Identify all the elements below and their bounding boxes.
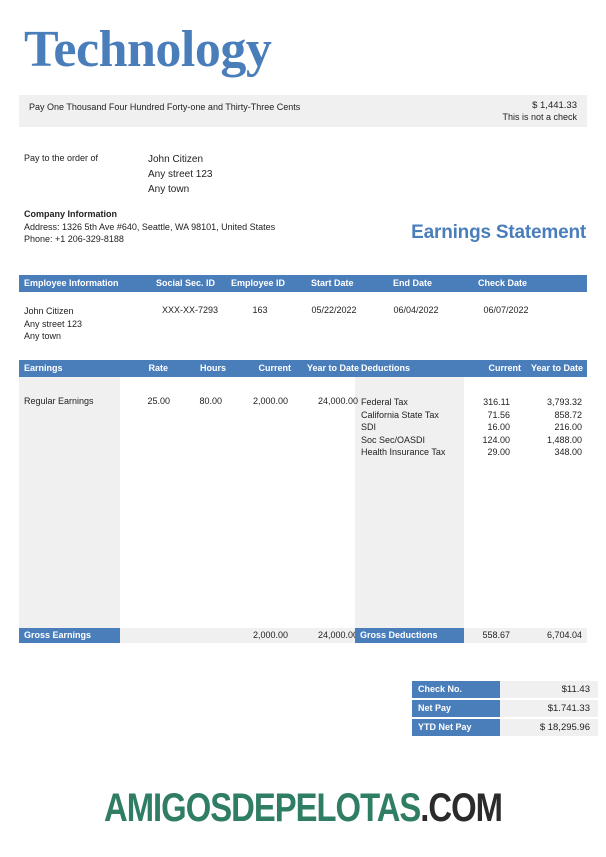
earnings-row-rate: 25.00: [147, 396, 170, 406]
deduction-row-current: 124.00: [482, 434, 510, 445]
summary-label-ytd-net-pay: YTD Net Pay: [412, 719, 500, 736]
employee-header-end-date: End Date: [393, 278, 433, 288]
deduction-row-label: California State Tax: [361, 409, 439, 420]
employee-end-date: 06/04/2022: [393, 305, 439, 315]
employee-header-social-sec-id: Social Sec. ID: [156, 278, 216, 288]
pay-to-order-label: Pay to the order of: [24, 153, 99, 163]
deduction-row-current: 71.56: [487, 409, 510, 420]
deduction-row-ytd: 1,488.00: [546, 434, 582, 445]
deduction-row-label: SDI: [361, 422, 377, 432]
company-address: Address: 1326 5th Ave #640, Seattle, WA …: [24, 221, 276, 232]
deduction-row-current: 316.11: [483, 397, 510, 407]
company-information-block: Company Information Address: 1326 5th Av…: [24, 208, 275, 246]
employee-id: 163: [252, 305, 268, 315]
not-a-check-note: This is not a check: [502, 112, 577, 122]
employee-social-sec-id: XXX-XX-7293: [161, 305, 219, 315]
deduction-row-label: Soc Sec/OASDI: [361, 434, 426, 445]
employee-header-employee-information: Employee Information: [24, 278, 119, 288]
payee-street: Any street 123: [148, 169, 213, 180]
earnings-header-hours: Hours: [199, 363, 226, 373]
deduction-row-current: 16.00: [487, 422, 510, 432]
pay-amount-bar: Pay One Thousand Four Hundred Forty-one …: [19, 95, 587, 127]
deductions-label-column: Federal Tax California State Tax SDI Soc…: [361, 396, 445, 459]
earnings-row-current: 2,000.00: [252, 396, 288, 406]
page-title: Earnings Statement: [411, 222, 586, 243]
gross-deductions-ytd: 6,704.04: [546, 630, 582, 640]
employee-info-header-row: Employee Information Social Sec. ID Empl…: [19, 275, 587, 292]
pay-amount-words: Pay One Thousand Four Hundred Forty-one …: [29, 102, 301, 112]
footer-watermark: AMIGOSDEPELOTAS.COM: [55, 786, 552, 830]
earnings-header-rate: Rate: [148, 363, 168, 373]
gross-earnings-label: Gross Earnings: [19, 628, 120, 643]
earnings-header-earnings: Earnings: [24, 363, 63, 373]
deduction-row-ytd: 3,793.32: [546, 397, 582, 407]
gross-deductions-current: 558.67: [482, 630, 510, 640]
footer-watermark-tld: .COM: [420, 786, 503, 830]
gross-earnings-strip-shading: [120, 628, 355, 643]
earnings-label-column-shading: [19, 377, 120, 628]
earnings-deductions-header-row: Earnings Rate Hours Current Year to Date…: [19, 360, 587, 377]
deduction-row-ytd: 216.00: [554, 422, 582, 432]
gross-deductions-strip-shading: [464, 628, 587, 643]
earnings-header-year-to-date: Year to Date: [306, 363, 359, 373]
employee-start-date: 05/22/2022: [311, 305, 357, 315]
summary-value-net-pay: $1.741.33: [500, 700, 598, 717]
employee-name: John Citizen: [24, 306, 74, 316]
footer-watermark-name: AMIGOSDEPELOTAS: [103, 786, 421, 830]
earnings-row-hours: 80.00: [199, 396, 222, 406]
earnings-header-deductions: Deductions: [361, 363, 411, 373]
employee-check-date: 06/07/2022: [483, 305, 529, 315]
company-phone: Phone: +1 206-329-8188: [24, 234, 124, 244]
payee-address-block: John Citizen Any street 123 Any town: [148, 152, 212, 197]
earnings-row-ytd: 24,000.00: [317, 396, 358, 406]
deductions-header-current: Current: [488, 363, 521, 373]
employee-city: Any town: [24, 331, 62, 341]
deduction-row-ytd: 348.00: [554, 447, 582, 457]
deductions-current-column: 316.11 71.56 16.00 124.00 29.00: [452, 396, 510, 459]
summary-label-check-no: Check No.: [412, 681, 500, 698]
gross-earnings-ytd: 24,000.00: [317, 630, 358, 640]
employee-header-start-date: Start Date: [311, 278, 354, 288]
deduction-row-current: 29.00: [487, 447, 510, 457]
payee-name: John Citizen: [148, 154, 204, 165]
employee-street: Any street 123: [24, 318, 83, 329]
deduction-row-label: Health Insurance Tax: [361, 447, 446, 457]
payee-city: Any town: [148, 184, 190, 195]
summary-row-ytd-net-pay: YTD Net Pay $ 18,295.96: [412, 719, 598, 736]
pay-amount-value: $ 1,441.33: [532, 100, 577, 111]
summary-row-net-pay: Net Pay $1.741.33: [412, 700, 598, 717]
company-information-title: Company Information: [24, 209, 118, 219]
gross-deductions-label: Gross Deductions: [355, 628, 464, 643]
earnings-header-current: Current: [258, 363, 291, 373]
deductions-header-year-to-date: Year to Date: [530, 363, 583, 373]
deduction-row-label: Federal Tax: [361, 397, 408, 407]
summary-value-check-no: $11.43: [500, 681, 598, 698]
deductions-ytd-column: 3,793.32 858.72 216.00 1,488.00 348.00: [516, 396, 582, 459]
deductions-label-column-shading: [355, 377, 464, 628]
deduction-row-ytd: 858.72: [554, 409, 582, 420]
summary-row-check-no: Check No. $11.43: [412, 681, 598, 698]
employee-header-employee-id: Employee ID: [231, 278, 286, 288]
earnings-row-label: Regular Earnings: [24, 396, 94, 406]
company-logo: Technology: [24, 21, 272, 78]
summary-value-ytd-net-pay: $ 18,295.96: [500, 719, 598, 736]
employee-header-check-date: Check Date: [478, 278, 528, 288]
summary-label-net-pay: Net Pay: [412, 700, 500, 717]
gross-earnings-current: 2,000.00: [252, 630, 288, 640]
employee-address-block: John Citizen Any street 123 Any town: [24, 305, 82, 343]
